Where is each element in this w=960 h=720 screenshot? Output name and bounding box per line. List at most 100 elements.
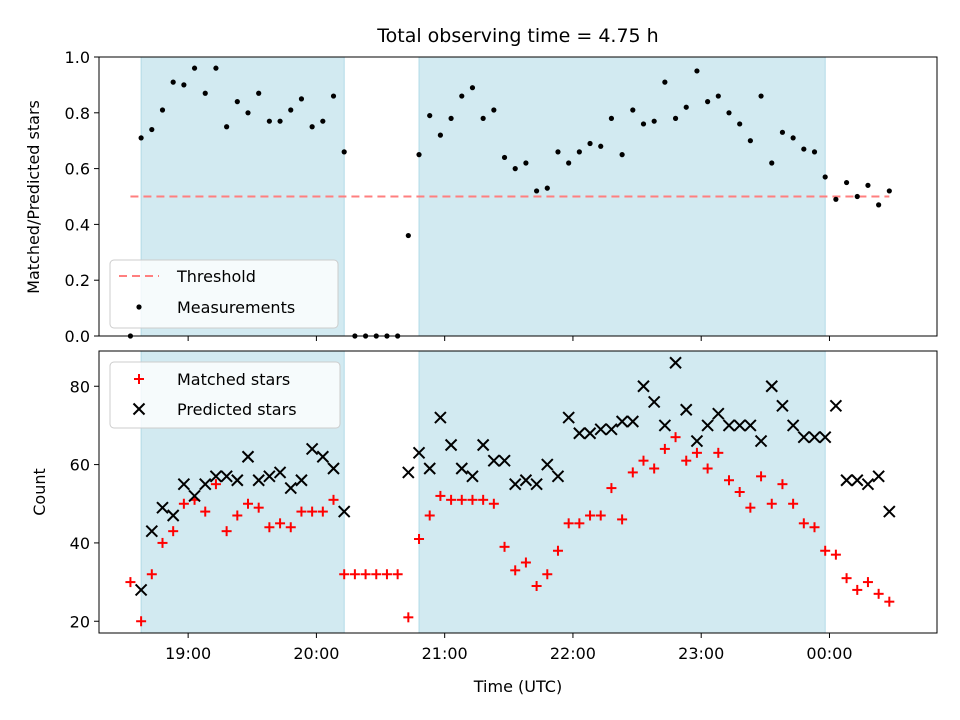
measurement-point	[726, 110, 732, 116]
measurement-point	[224, 124, 230, 130]
matched-star-marker	[296, 506, 307, 517]
matched-star-marker	[777, 479, 788, 490]
predicted-star-marker	[615, 415, 629, 428]
predicted-star-marker	[455, 462, 468, 475]
measurement-point	[330, 93, 337, 99]
predicted-star-marker	[583, 427, 597, 440]
top-shaded-intervals	[140, 56, 826, 337]
measurement-point	[480, 115, 486, 121]
predicted-star-marker	[316, 450, 330, 463]
predicted-star-marker	[434, 411, 447, 424]
measurement-point	[779, 129, 786, 135]
predicted-star-marker	[605, 423, 618, 436]
x-tick-label: 00:00	[806, 644, 852, 663]
predicted-star-marker	[305, 442, 319, 456]
matched-star-marker	[499, 541, 510, 552]
matched-star-marker	[627, 467, 638, 478]
predicted-star-marker	[883, 505, 896, 518]
measurement-point	[811, 149, 818, 155]
x-tick-label: 22:00	[550, 644, 596, 663]
measurement-points	[127, 65, 892, 339]
measurement-point	[448, 115, 454, 121]
measurement-point	[865, 182, 871, 188]
measurement-point	[737, 121, 743, 127]
measurement-point	[405, 232, 411, 239]
matched-star-marker	[349, 569, 360, 580]
matched-star-marker	[221, 526, 232, 537]
measurement-point	[662, 79, 668, 85]
bottom-legend-box	[109, 361, 341, 429]
predicted-star-marker	[241, 450, 255, 463]
legend-matched-label: Matched stars	[177, 370, 290, 389]
measurement-point	[288, 107, 294, 113]
measurement-point	[427, 112, 433, 119]
predicted-star-marker	[669, 356, 682, 369]
legend-measurement-swatch	[136, 304, 142, 310]
y-tick-label: 60	[70, 456, 90, 475]
predicted-star-marker	[851, 474, 864, 487]
matched-star-marker	[552, 545, 563, 556]
y-tick-label: 0.0	[65, 327, 90, 346]
matched-star-marker	[766, 498, 777, 509]
predicted-star-marker	[252, 474, 265, 487]
predicted-star-marker	[744, 419, 757, 432]
predicted-star-marker	[647, 395, 661, 409]
predicted-star-marker	[861, 477, 875, 491]
bottom-legend: Matched stars Predicted stars	[109, 361, 341, 429]
measurement-point	[672, 115, 679, 121]
predicted-star-marker	[487, 454, 501, 467]
matched-star-marker	[820, 545, 831, 556]
matched-star-marker	[403, 612, 414, 623]
bottom-x-ticks: 19:00 20:00 21:00 22:00 23:00 00:00	[165, 633, 853, 663]
matched-star-marker	[723, 475, 734, 486]
measurement-point	[266, 118, 272, 124]
measurement-point	[683, 104, 689, 110]
measurement-point	[138, 135, 144, 141]
matched-star-marker	[275, 518, 286, 529]
measurement-point	[694, 68, 700, 74]
matched-star-marker	[424, 510, 435, 521]
matched-star-marker	[232, 510, 243, 521]
matched-star-marker	[681, 455, 692, 466]
measurement-point	[598, 143, 604, 149]
shaded-interval	[418, 350, 826, 634]
matched-star-marker	[691, 447, 702, 458]
measurement-point	[758, 93, 764, 99]
matched-star-marker	[884, 596, 895, 607]
measurement-point	[630, 107, 636, 113]
legend-plus-marker	[134, 374, 144, 384]
predicted-star-marker	[690, 434, 704, 448]
measurement-point	[747, 138, 753, 144]
matched-star-marker	[670, 432, 681, 443]
matched-star-marker	[178, 498, 189, 509]
predicted-star-marker	[797, 430, 811, 444]
measurement-point	[159, 107, 166, 113]
matched-star-marker	[638, 455, 649, 466]
matched-star-marker	[659, 443, 670, 454]
measurement-point	[876, 202, 882, 208]
predicted-star-marker	[295, 474, 308, 487]
predicted-star-marker	[680, 403, 693, 416]
predicted-star-markers	[134, 356, 896, 597]
measurement-point	[705, 99, 711, 105]
x-axis-label: Time (UTC)	[473, 677, 562, 696]
predicted-star-marker	[209, 470, 223, 483]
predicted-star-marker	[637, 380, 650, 393]
matched-star-marker	[563, 518, 574, 529]
measurement-point	[149, 126, 155, 133]
matched-star-marker	[520, 557, 531, 568]
measurement-point	[245, 110, 251, 116]
measurement-point	[544, 185, 550, 191]
measurement-point	[587, 140, 593, 147]
matched-star-marker	[328, 494, 339, 505]
matched-star-marker	[488, 498, 499, 509]
bottom-axes-frame	[98, 350, 938, 634]
matched-star-marker	[606, 483, 617, 494]
predicted-star-marker	[594, 423, 607, 436]
matched-star-marker	[531, 581, 542, 591]
matched-star-marker	[809, 522, 820, 533]
y-tick-label: 1.0	[65, 48, 90, 67]
matched-star-marker	[713, 447, 724, 458]
